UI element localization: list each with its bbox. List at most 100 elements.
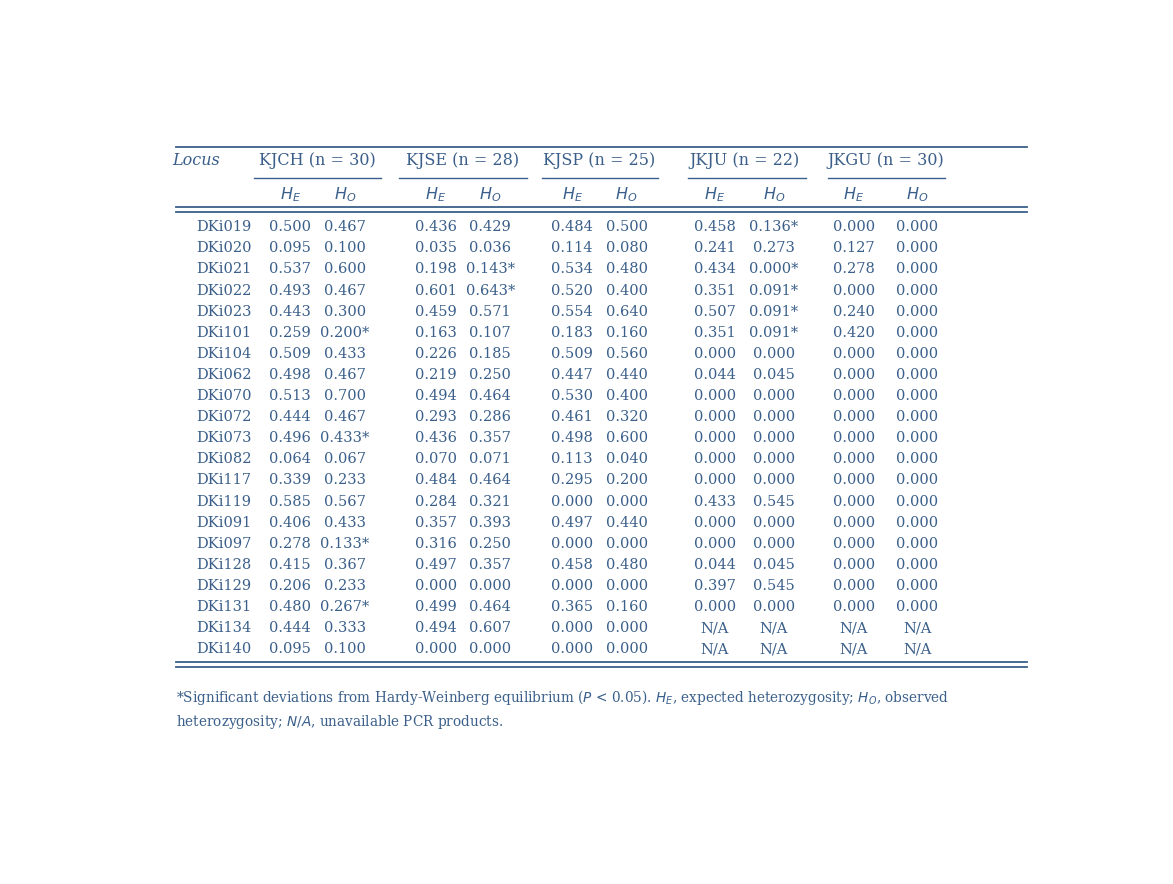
Text: 0.537: 0.537 <box>270 263 311 277</box>
Text: 0.420: 0.420 <box>833 325 875 339</box>
Text: 0.000: 0.000 <box>833 579 875 593</box>
Text: $H_E$: $H_E$ <box>562 186 583 204</box>
Text: 0.200*: 0.200* <box>320 325 369 339</box>
Text: DKi020: DKi020 <box>197 241 252 255</box>
Text: 0.351: 0.351 <box>694 325 735 339</box>
Text: DKi097: DKi097 <box>197 537 252 551</box>
Text: 0.100: 0.100 <box>324 643 366 656</box>
Text: 0.367: 0.367 <box>324 558 366 572</box>
Text: DKi070: DKi070 <box>197 389 252 403</box>
Text: 0.127: 0.127 <box>833 241 875 255</box>
Text: 0.534: 0.534 <box>551 263 594 277</box>
Text: 0.601: 0.601 <box>415 284 456 298</box>
Text: N/A: N/A <box>760 643 788 656</box>
Text: 0.000: 0.000 <box>753 410 795 424</box>
Text: 0.000: 0.000 <box>833 474 875 487</box>
Text: 0.498: 0.498 <box>270 368 311 382</box>
Text: 0.000: 0.000 <box>833 431 875 446</box>
Text: 0.226: 0.226 <box>415 347 456 361</box>
Text: 0.316: 0.316 <box>415 537 456 551</box>
Text: 0.000: 0.000 <box>833 600 875 614</box>
Text: 0.000: 0.000 <box>896 284 938 298</box>
Text: 0.000: 0.000 <box>551 537 594 551</box>
Text: 0.000: 0.000 <box>896 515 938 530</box>
Text: $H_O$: $H_O$ <box>907 186 929 204</box>
Text: 0.000: 0.000 <box>833 515 875 530</box>
Text: $H_E$: $H_E$ <box>704 186 725 204</box>
Text: 0.000: 0.000 <box>551 494 594 508</box>
Text: 0.480: 0.480 <box>605 558 647 572</box>
Text: KJSE (n = 28): KJSE (n = 28) <box>406 152 520 169</box>
Text: 0.273: 0.273 <box>753 241 795 255</box>
Text: DKi119: DKi119 <box>197 494 252 508</box>
Text: N/A: N/A <box>840 621 868 636</box>
Text: 0.000: 0.000 <box>896 431 938 446</box>
Text: DKi129: DKi129 <box>197 579 252 593</box>
Text: 0.000: 0.000 <box>693 453 735 467</box>
Text: 0.000: 0.000 <box>753 347 795 361</box>
Text: 0.560: 0.560 <box>605 347 647 361</box>
Text: $H_O$: $H_O$ <box>479 186 501 204</box>
Text: 0.600: 0.600 <box>605 431 647 446</box>
Text: 0.000: 0.000 <box>753 474 795 487</box>
Text: 0.357: 0.357 <box>469 431 511 446</box>
Text: 0.000: 0.000 <box>414 579 456 593</box>
Text: 0.545: 0.545 <box>753 494 795 508</box>
Text: 0.000: 0.000 <box>896 368 938 382</box>
Text: N/A: N/A <box>700 621 728 636</box>
Text: 0.496: 0.496 <box>270 431 311 446</box>
Text: 0.640: 0.640 <box>605 305 647 318</box>
Text: 0.000: 0.000 <box>896 263 938 277</box>
Text: 0.000: 0.000 <box>833 558 875 572</box>
Text: 0.000: 0.000 <box>693 600 735 614</box>
Text: 0.436: 0.436 <box>415 431 456 446</box>
Text: 0.000: 0.000 <box>753 600 795 614</box>
Text: 0.321: 0.321 <box>469 494 511 508</box>
Text: N/A: N/A <box>840 643 868 656</box>
Text: 0.000: 0.000 <box>896 453 938 467</box>
Text: 0.143*: 0.143* <box>466 263 515 277</box>
Text: $H_O$: $H_O$ <box>333 186 355 204</box>
Text: 0.365: 0.365 <box>551 600 594 614</box>
Text: 0.320: 0.320 <box>605 410 647 424</box>
Text: 0.000: 0.000 <box>896 347 938 361</box>
Text: 0.440: 0.440 <box>605 368 647 382</box>
Text: $H_O$: $H_O$ <box>616 186 638 204</box>
Text: 0.406: 0.406 <box>270 515 311 530</box>
Text: 0.459: 0.459 <box>415 305 456 318</box>
Text: 0.044: 0.044 <box>694 558 735 572</box>
Text: 0.233: 0.233 <box>324 474 366 487</box>
Text: 0.000: 0.000 <box>605 621 647 636</box>
Text: 0.393: 0.393 <box>469 515 511 530</box>
Text: DKi104: DKi104 <box>197 347 252 361</box>
Text: DKi021: DKi021 <box>197 263 252 277</box>
Text: 0.464: 0.464 <box>469 389 511 403</box>
Text: 0.000: 0.000 <box>693 410 735 424</box>
Text: N/A: N/A <box>700 643 728 656</box>
Text: 0.467: 0.467 <box>324 220 366 234</box>
Text: DKi023: DKi023 <box>197 305 252 318</box>
Text: 0.133*: 0.133* <box>320 537 369 551</box>
Text: 0.206: 0.206 <box>270 579 311 593</box>
Text: 0.044: 0.044 <box>694 368 735 382</box>
Text: 0.507: 0.507 <box>694 305 735 318</box>
Text: heterozygosity; $\it{N/A}$, unavailable PCR products.: heterozygosity; $\it{N/A}$, unavailable … <box>176 713 503 731</box>
Text: 0.091*: 0.091* <box>750 325 799 339</box>
Text: 0.000: 0.000 <box>753 537 795 551</box>
Text: 0.045: 0.045 <box>753 558 795 572</box>
Text: 0.064: 0.064 <box>270 453 311 467</box>
Text: 0.000: 0.000 <box>753 515 795 530</box>
Text: 0.494: 0.494 <box>415 621 456 636</box>
Text: DKi140: DKi140 <box>197 643 252 656</box>
Text: 0.461: 0.461 <box>551 410 592 424</box>
Text: 0.000: 0.000 <box>551 579 594 593</box>
Text: KJSP (n = 25): KJSP (n = 25) <box>543 152 656 169</box>
Text: 0.070: 0.070 <box>415 453 456 467</box>
Text: 0.091*: 0.091* <box>750 284 799 298</box>
Text: 0.000: 0.000 <box>896 558 938 572</box>
Text: 0.295: 0.295 <box>551 474 592 487</box>
Text: 0.185: 0.185 <box>469 347 511 361</box>
Text: 0.498: 0.498 <box>551 431 594 446</box>
Text: 0.400: 0.400 <box>605 389 647 403</box>
Text: 0.000: 0.000 <box>833 284 875 298</box>
